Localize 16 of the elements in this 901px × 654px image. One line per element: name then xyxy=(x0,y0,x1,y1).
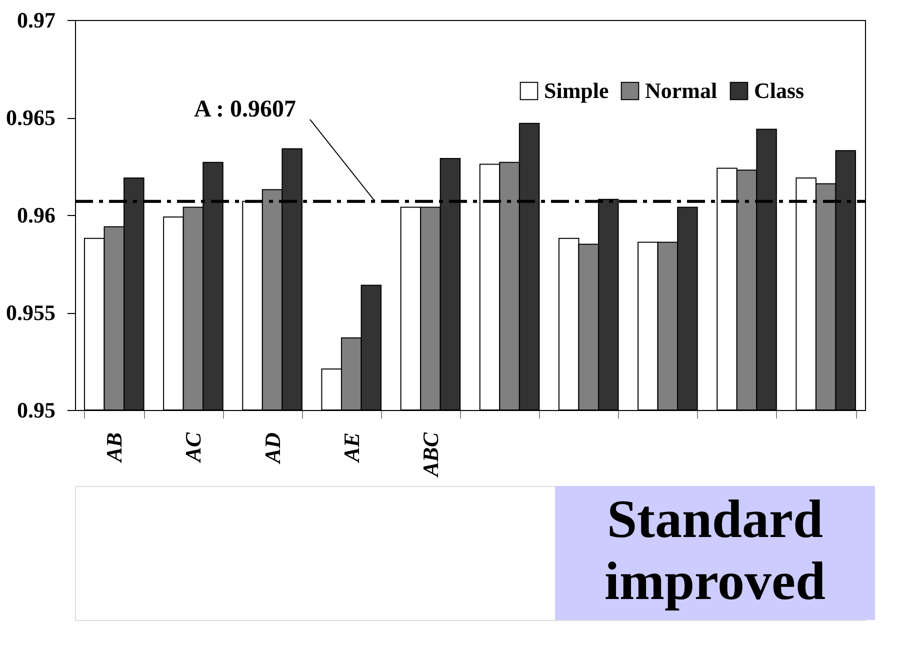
y-tick-label: 0.97 xyxy=(17,8,56,32)
legend-label: Simple xyxy=(544,78,610,103)
ref-line-label: A : 0.9607 xyxy=(194,96,296,123)
x-tick-label: AE xyxy=(338,432,364,464)
y-tick-label: 0.965 xyxy=(6,105,56,130)
y-tick-label: 0.955 xyxy=(6,300,56,325)
x-tick-label: AB xyxy=(102,432,127,464)
legend-label: Class xyxy=(754,78,805,103)
text: Standard xyxy=(606,489,824,549)
y-tick-label: 0.96 xyxy=(17,202,56,228)
x-tick-label: AC xyxy=(180,432,206,464)
legend-label: Normal xyxy=(645,78,718,103)
text: improved xyxy=(604,551,826,611)
x-tick-label: AD xyxy=(260,432,285,466)
x-tick-label: ABC xyxy=(418,432,443,479)
y-tick-label: 0.95 xyxy=(17,398,56,422)
